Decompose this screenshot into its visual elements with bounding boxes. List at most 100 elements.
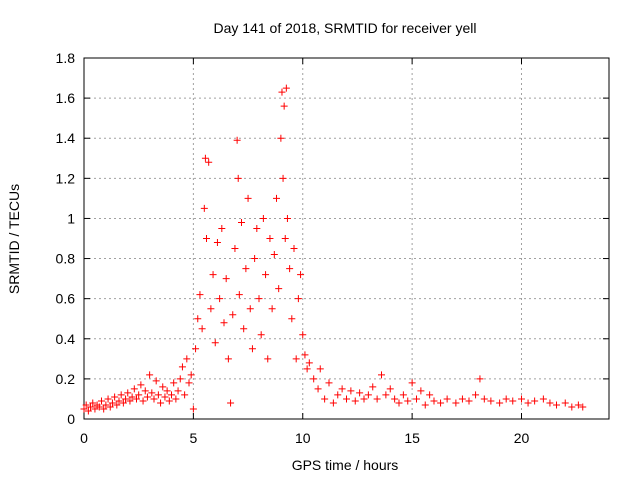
- data-point: [278, 88, 286, 96]
- y-tick-label: 0.8: [56, 251, 76, 267]
- data-point: [234, 174, 242, 182]
- data-point: [251, 255, 259, 263]
- data-point: [100, 405, 108, 413]
- data-point: [373, 395, 381, 403]
- data-point: [465, 397, 473, 405]
- data-point: [229, 311, 237, 319]
- data-point: [338, 385, 346, 393]
- data-point: [351, 397, 359, 405]
- data-point: [205, 158, 213, 166]
- data-point: [183, 355, 191, 363]
- data-point: [98, 397, 105, 405]
- data-point: [277, 134, 285, 142]
- data-point: [275, 285, 283, 293]
- data-point: [150, 395, 158, 403]
- data-point: [378, 371, 385, 379]
- data-point: [141, 387, 149, 395]
- y-tick-label: 1.2: [56, 170, 76, 186]
- data-point: [502, 395, 510, 403]
- data-point: [487, 397, 495, 405]
- x-tick-label: 10: [295, 430, 311, 446]
- data-point: [203, 235, 210, 242]
- y-tick-label: 1.6: [56, 90, 76, 106]
- data-point: [87, 403, 95, 411]
- data-point: [242, 265, 250, 273]
- tick-labels: 0 0.2 0.4 0.6 0.8 1 1.2 1.4 1.6 1.8 0 5 10 15 20: [56, 50, 530, 446]
- data-point: [80, 405, 88, 413]
- data-point: [178, 363, 186, 371]
- data-point: [84, 407, 92, 415]
- data-point: [207, 305, 215, 313]
- data-point: [290, 245, 298, 253]
- data-point: [89, 399, 97, 407]
- data-point: [115, 397, 123, 405]
- data-point: [124, 389, 132, 397]
- data-point: [216, 295, 224, 303]
- data-point: [143, 393, 151, 401]
- data-points: [80, 84, 587, 415]
- data-point: [161, 393, 169, 401]
- data-point: [213, 239, 221, 247]
- data-point: [130, 385, 138, 393]
- data-point: [286, 265, 294, 273]
- data-point: [305, 359, 313, 367]
- data-point: [329, 399, 337, 407]
- data-point: [270, 251, 278, 259]
- data-point: [148, 389, 156, 397]
- data-point: [154, 391, 162, 399]
- data-point: [194, 315, 202, 323]
- data-point: [297, 271, 305, 279]
- data-point: [82, 401, 90, 409]
- data-point: [408, 379, 416, 387]
- data-point: [518, 395, 525, 403]
- data-point: [579, 403, 587, 411]
- data-point: [282, 84, 290, 92]
- data-point: [281, 235, 289, 242]
- y-tick-label: 1: [67, 210, 75, 226]
- data-point: [395, 399, 403, 407]
- data-point: [343, 395, 350, 403]
- data-point: [404, 397, 412, 405]
- data-point: [135, 391, 143, 399]
- data-point: [91, 405, 99, 413]
- data-point: [347, 387, 355, 395]
- data-point: [95, 403, 103, 411]
- axis-ticks: [83, 57, 609, 420]
- data-point: [231, 245, 239, 253]
- data-point: [201, 154, 209, 162]
- data-point: [119, 399, 127, 407]
- y-tick-label: 0.2: [56, 371, 76, 387]
- data-point: [253, 224, 261, 232]
- x-axis-label: GPS time / hours: [292, 457, 399, 473]
- data-point: [172, 395, 180, 403]
- data-point: [126, 397, 134, 405]
- data-point: [209, 271, 217, 279]
- data-point: [279, 174, 287, 182]
- data-point: [170, 379, 178, 387]
- data-point: [539, 395, 547, 403]
- data-point: [240, 325, 248, 333]
- data-point: [257, 331, 265, 339]
- data-point: [196, 291, 204, 299]
- data-point: [176, 375, 184, 383]
- data-point: [386, 385, 394, 393]
- data-point: [165, 397, 173, 405]
- data-point: [426, 391, 434, 399]
- x-tick-label: 5: [189, 430, 197, 446]
- data-point: [268, 305, 276, 313]
- data-point: [104, 395, 112, 403]
- data-point: [128, 393, 136, 401]
- y-axis-label: SRMTID / TECUs: [6, 184, 22, 294]
- data-point: [133, 395, 140, 403]
- data-point: [222, 275, 230, 283]
- data-point: [568, 403, 576, 411]
- data-point: [106, 403, 114, 411]
- data-point: [248, 345, 256, 353]
- data-point: [163, 387, 171, 395]
- data-point: [174, 387, 182, 395]
- plot-frame: [83, 57, 610, 420]
- data-point: [356, 389, 364, 397]
- data-point: [437, 399, 445, 407]
- x-tick-label: 0: [80, 430, 88, 446]
